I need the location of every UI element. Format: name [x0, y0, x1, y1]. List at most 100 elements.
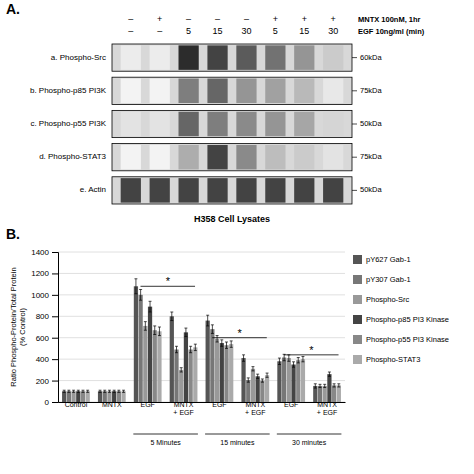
grid-line	[58, 273, 345, 274]
column-header: –	[244, 14, 249, 24]
y-tick-mark	[52, 295, 58, 296]
y-tick-label: 1000	[31, 291, 49, 300]
error-bar	[170, 312, 173, 321]
error-bar	[319, 384, 322, 387]
band	[236, 112, 256, 136]
y-tick-label: 200	[36, 377, 50, 386]
x-tick: MNTX+ EGF	[173, 401, 193, 416]
bar	[265, 375, 269, 402]
band	[323, 178, 343, 202]
text-line: MNTX	[102, 401, 122, 408]
legend-label: pY307 Gab-1	[366, 275, 411, 284]
band	[207, 79, 227, 103]
bar	[134, 286, 138, 402]
row-label: c. Phospho-p55 PI3K	[30, 119, 106, 128]
text-line: Control	[65, 401, 88, 408]
bar	[71, 391, 75, 402]
bar	[337, 385, 341, 402]
group-label: 15 minutes	[220, 439, 255, 446]
x-tick-label: EGF	[212, 401, 226, 408]
series	[81, 326, 336, 402]
legend-swatch	[353, 335, 362, 344]
legend-swatch	[353, 255, 362, 264]
x-tick: Control	[65, 401, 88, 408]
text-line: EGF	[212, 401, 226, 408]
column-header: 15	[213, 26, 223, 36]
band	[265, 79, 285, 103]
band	[150, 112, 170, 136]
error-bar	[149, 301, 152, 312]
column-header: +	[157, 14, 162, 24]
significance-label: *	[309, 344, 314, 356]
error-bar	[144, 322, 147, 331]
bar	[62, 391, 66, 402]
error-bar	[103, 390, 106, 392]
band	[236, 178, 256, 202]
band	[294, 178, 314, 202]
band	[179, 145, 199, 169]
band	[323, 45, 343, 69]
y-tick-label: 0	[45, 398, 50, 407]
size-tick	[352, 157, 357, 158]
bar	[256, 376, 260, 402]
row-label: b. Phospho-p85 PI3K	[30, 86, 107, 95]
group-bracket	[277, 434, 342, 435]
blot-frame	[112, 77, 352, 104]
blot-frame	[112, 144, 352, 171]
column-header: +	[331, 14, 336, 24]
x-tick: MNTX+ EGF	[245, 401, 265, 416]
legend-item: Phospho-p55 PI3 Kinase	[353, 335, 449, 344]
bar	[332, 385, 336, 402]
legend-swatch	[353, 315, 362, 324]
error-bar	[158, 327, 161, 336]
bar	[112, 391, 116, 402]
band	[179, 45, 199, 69]
error-bar	[99, 390, 102, 392]
y-tick-mark	[52, 359, 58, 360]
band	[150, 45, 170, 69]
error-bar	[242, 355, 245, 361]
x-axis-title: H358 Cell Lysates	[194, 214, 270, 224]
legend-item: pY627 Gab-1	[353, 255, 411, 264]
x-tick: EGF	[212, 401, 226, 408]
figure: A.–+–––+++MNTX 100nM, 1hr––5153051530EGF…	[0, 0, 474, 474]
bar	[291, 365, 295, 403]
legend-label: Phospho-Src	[366, 295, 410, 304]
error-bar	[216, 336, 219, 342]
bar	[251, 369, 255, 402]
y-axis: 0200400600800100012001400	[31, 248, 58, 407]
x-tick-label: MNTX	[102, 401, 122, 408]
bar	[153, 330, 157, 402]
error-bar	[77, 390, 80, 392]
text-line: + EGF	[317, 409, 337, 416]
size-label: 60kDa	[360, 53, 383, 62]
size-tick	[352, 90, 357, 91]
band	[294, 79, 314, 103]
x-tick: EGF	[284, 401, 298, 408]
error-bar	[206, 315, 209, 326]
text-line: EGF	[284, 401, 298, 408]
legend-label: Phospho-p55 PI3 Kinase	[366, 335, 449, 344]
blot-frame	[112, 110, 352, 137]
y-tick: 1200	[31, 269, 58, 278]
x-tick: MNTX	[102, 401, 122, 408]
band	[179, 79, 199, 103]
significance-label: *	[166, 275, 171, 287]
bar	[318, 386, 322, 402]
error-bar	[333, 384, 336, 387]
error-bar	[153, 326, 156, 335]
grid-line	[58, 337, 345, 338]
y-tick-mark	[52, 381, 58, 382]
bar	[189, 350, 193, 403]
x-tick-label: MNTX+ EGF	[245, 401, 265, 416]
bar	[67, 391, 71, 402]
error-bar	[261, 379, 264, 382]
text-line: + EGF	[245, 409, 265, 416]
error-bar	[108, 390, 111, 392]
band	[121, 112, 141, 136]
band	[236, 79, 256, 103]
legend-swatch	[353, 295, 362, 304]
bar	[193, 347, 197, 402]
legend-label: Phospho-p85 PI3 Kinase	[366, 315, 449, 324]
band	[323, 145, 343, 169]
